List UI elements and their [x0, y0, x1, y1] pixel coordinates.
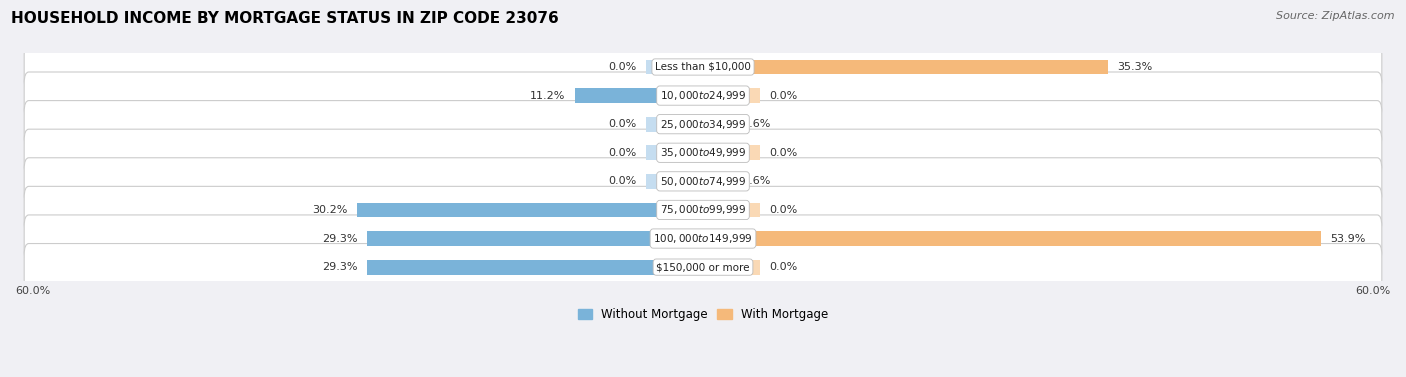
Text: 0.0%: 0.0%: [769, 90, 797, 101]
Text: 60.0%: 60.0%: [15, 286, 51, 296]
Bar: [703, 174, 733, 189]
Text: 0.0%: 0.0%: [609, 62, 637, 72]
Text: 30.2%: 30.2%: [312, 205, 347, 215]
Bar: [703, 60, 1108, 74]
Text: 60.0%: 60.0%: [1355, 286, 1391, 296]
FancyBboxPatch shape: [24, 129, 1382, 176]
Bar: [703, 231, 1322, 246]
Bar: [645, 117, 703, 132]
Text: 2.6%: 2.6%: [742, 119, 770, 129]
Text: 2.6%: 2.6%: [742, 176, 770, 186]
Text: 0.0%: 0.0%: [609, 148, 637, 158]
Text: Less than $10,000: Less than $10,000: [655, 62, 751, 72]
Text: 0.0%: 0.0%: [769, 205, 797, 215]
Text: $100,000 to $149,999: $100,000 to $149,999: [654, 232, 752, 245]
Text: $75,000 to $99,999: $75,000 to $99,999: [659, 204, 747, 216]
Text: 35.3%: 35.3%: [1116, 62, 1152, 72]
FancyBboxPatch shape: [24, 215, 1382, 262]
Bar: [703, 202, 761, 218]
Legend: Without Mortgage, With Mortgage: Without Mortgage, With Mortgage: [574, 303, 832, 326]
FancyBboxPatch shape: [24, 244, 1382, 291]
Bar: [703, 260, 761, 274]
FancyBboxPatch shape: [24, 101, 1382, 148]
Bar: [645, 145, 703, 160]
FancyBboxPatch shape: [24, 158, 1382, 205]
FancyBboxPatch shape: [24, 72, 1382, 119]
FancyBboxPatch shape: [24, 43, 1382, 90]
Bar: [703, 145, 761, 160]
Text: 0.0%: 0.0%: [769, 148, 797, 158]
Text: 29.3%: 29.3%: [322, 262, 359, 272]
Bar: [367, 231, 703, 246]
Text: 53.9%: 53.9%: [1330, 233, 1365, 244]
Bar: [703, 88, 761, 103]
Text: 11.2%: 11.2%: [530, 90, 565, 101]
Text: $35,000 to $49,999: $35,000 to $49,999: [659, 146, 747, 159]
Text: 0.0%: 0.0%: [609, 119, 637, 129]
FancyBboxPatch shape: [24, 186, 1382, 233]
Bar: [645, 60, 703, 74]
Text: 29.3%: 29.3%: [322, 233, 359, 244]
Text: HOUSEHOLD INCOME BY MORTGAGE STATUS IN ZIP CODE 23076: HOUSEHOLD INCOME BY MORTGAGE STATUS IN Z…: [11, 11, 560, 26]
Text: $10,000 to $24,999: $10,000 to $24,999: [659, 89, 747, 102]
Bar: [703, 117, 733, 132]
Text: $150,000 or more: $150,000 or more: [657, 262, 749, 272]
Bar: [645, 174, 703, 189]
Bar: [357, 202, 703, 218]
Bar: [367, 260, 703, 274]
Bar: [575, 88, 703, 103]
Text: Source: ZipAtlas.com: Source: ZipAtlas.com: [1277, 11, 1395, 21]
Text: $50,000 to $74,999: $50,000 to $74,999: [659, 175, 747, 188]
Text: 0.0%: 0.0%: [769, 262, 797, 272]
Text: 0.0%: 0.0%: [609, 176, 637, 186]
Text: $25,000 to $34,999: $25,000 to $34,999: [659, 118, 747, 131]
